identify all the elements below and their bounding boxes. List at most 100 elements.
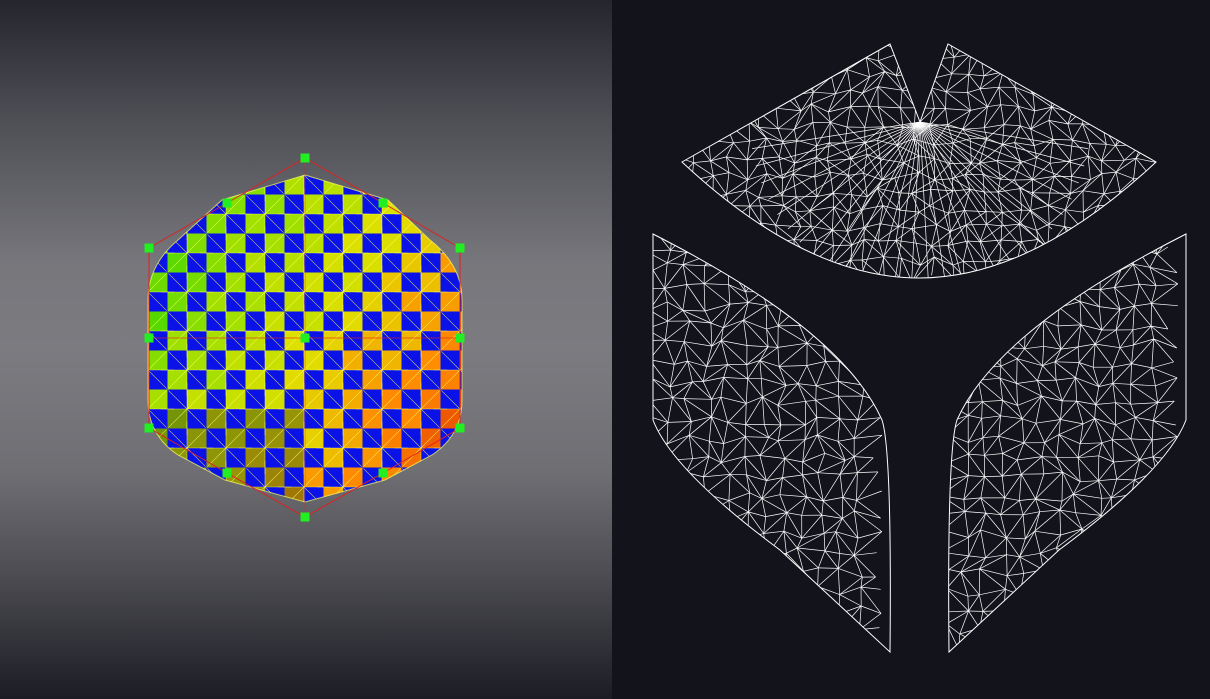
- control-point-handle[interactable]: [378, 198, 388, 208]
- uv-edge: [896, 72, 921, 76]
- cage-control-points[interactable]: [144, 153, 465, 522]
- uv-edge: [999, 378, 1003, 401]
- mesh-edge: [459, 351, 462, 371]
- uv-edge: [1098, 461, 1114, 481]
- uv-island-left[interactable]: [646, 225, 883, 652]
- uv-edge: [835, 302, 840, 326]
- uv-edge: [1114, 263, 1134, 288]
- uv-edge: [1056, 534, 1062, 548]
- uv-edge: [743, 225, 763, 226]
- control-point-handle[interactable]: [300, 512, 310, 522]
- uv-edge: [775, 108, 779, 129]
- uv-edge: [746, 629, 764, 633]
- uv-edge: [919, 121, 1063, 215]
- checker-cell: [187, 428, 207, 449]
- uv-edge: [1153, 338, 1174, 363]
- uv-edge: [763, 611, 767, 633]
- uv-edge: [1000, 104, 1019, 107]
- uv-edge: [984, 626, 1003, 648]
- uv-edge: [1073, 493, 1102, 499]
- uv-edge: [668, 490, 686, 497]
- uv-edge: [865, 44, 870, 58]
- control-point-handle[interactable]: [378, 468, 388, 478]
- uv-edge: [917, 54, 921, 74]
- viewport-canvas[interactable]: [0, 0, 612, 699]
- uv-edge: [1048, 205, 1066, 211]
- uv-edge: [1060, 400, 1063, 420]
- mesh-edge: [303, 351, 323, 371]
- uv-edge: [766, 530, 785, 557]
- control-point-handle[interactable]: [144, 243, 154, 253]
- uv-edge: [1116, 87, 1139, 95]
- uv-edge: [685, 495, 688, 516]
- mesh-edge: [420, 486, 440, 502]
- uv-edge: [727, 87, 748, 108]
- uv-island-top[interactable]: [674, 36, 1159, 292]
- control-point-handle[interactable]: [455, 333, 465, 343]
- control-point-handle[interactable]: [300, 153, 310, 163]
- control-point-handle[interactable]: [144, 423, 154, 433]
- control-point-handle[interactable]: [455, 243, 465, 253]
- 3d-viewport[interactable]: [0, 0, 612, 699]
- uv-edge: [816, 632, 819, 645]
- checker-cell: [304, 428, 324, 449]
- uv-edge: [1072, 593, 1079, 612]
- uv-edge: [786, 552, 804, 572]
- uv-edge: [782, 173, 794, 179]
- checker-cell: [265, 467, 285, 488]
- uv-edge: [784, 571, 804, 596]
- uv-edge: [859, 627, 880, 630]
- control-point-handle[interactable]: [455, 423, 465, 433]
- uv-edge: [1059, 244, 1077, 266]
- uv-edge: [952, 178, 971, 190]
- uv-edge: [780, 249, 800, 267]
- control-point-handle[interactable]: [222, 468, 232, 478]
- uv-edge: [1005, 588, 1020, 596]
- uv-edge: [745, 378, 748, 404]
- uv-edge: [984, 476, 1005, 499]
- uv-edge: [1105, 223, 1119, 232]
- mesh-edge: [441, 312, 461, 332]
- uv-edge: [929, 205, 949, 214]
- uv-edge: [1085, 106, 1103, 126]
- uv-edge: [835, 518, 843, 532]
- uv-edge: [759, 74, 780, 78]
- uv-edge: [1002, 473, 1022, 477]
- uv-edge: [758, 127, 767, 139]
- uv-edge: [1102, 86, 1117, 89]
- uv-edge: [724, 56, 732, 75]
- uv-edge: [1130, 404, 1136, 418]
- uv-canvas[interactable]: [612, 0, 1210, 699]
- uv-edge: [761, 575, 769, 587]
- control-point-handle[interactable]: [300, 333, 310, 343]
- uv-edge: [948, 404, 950, 425]
- uv-edge: [765, 607, 783, 612]
- uv-edge: [723, 587, 743, 606]
- uv-edge: [839, 586, 862, 595]
- uv-edge: [742, 247, 763, 262]
- uv-edge: [678, 37, 699, 39]
- control-point-handle[interactable]: [222, 198, 232, 208]
- uv-edge: [1063, 572, 1074, 595]
- uv-edge: [900, 107, 904, 128]
- uv-edge: [672, 397, 684, 399]
- uv-island-right[interactable]: [940, 226, 1179, 651]
- uv-edge: [983, 346, 1001, 350]
- uv-edge: [692, 261, 695, 278]
- uv-edge: [1064, 193, 1072, 210]
- mesh-edge: [148, 175, 167, 176]
- uv-edge: [707, 71, 713, 95]
- uv-edge: [850, 44, 870, 59]
- uv-edge: [777, 383, 799, 406]
- uv-edge: [1134, 177, 1153, 192]
- uv-edge: [851, 194, 862, 210]
- uv-edge: [844, 456, 855, 461]
- uv-edge: [1036, 157, 1051, 164]
- uv-edge: [1132, 125, 1150, 129]
- uv-edge: [682, 284, 688, 311]
- mesh-edge: [148, 252, 149, 272]
- uv-edge: [834, 54, 848, 70]
- uv-editor-panel[interactable]: [612, 0, 1210, 699]
- control-point-handle[interactable]: [144, 333, 154, 343]
- mesh-edge: [246, 408, 266, 428]
